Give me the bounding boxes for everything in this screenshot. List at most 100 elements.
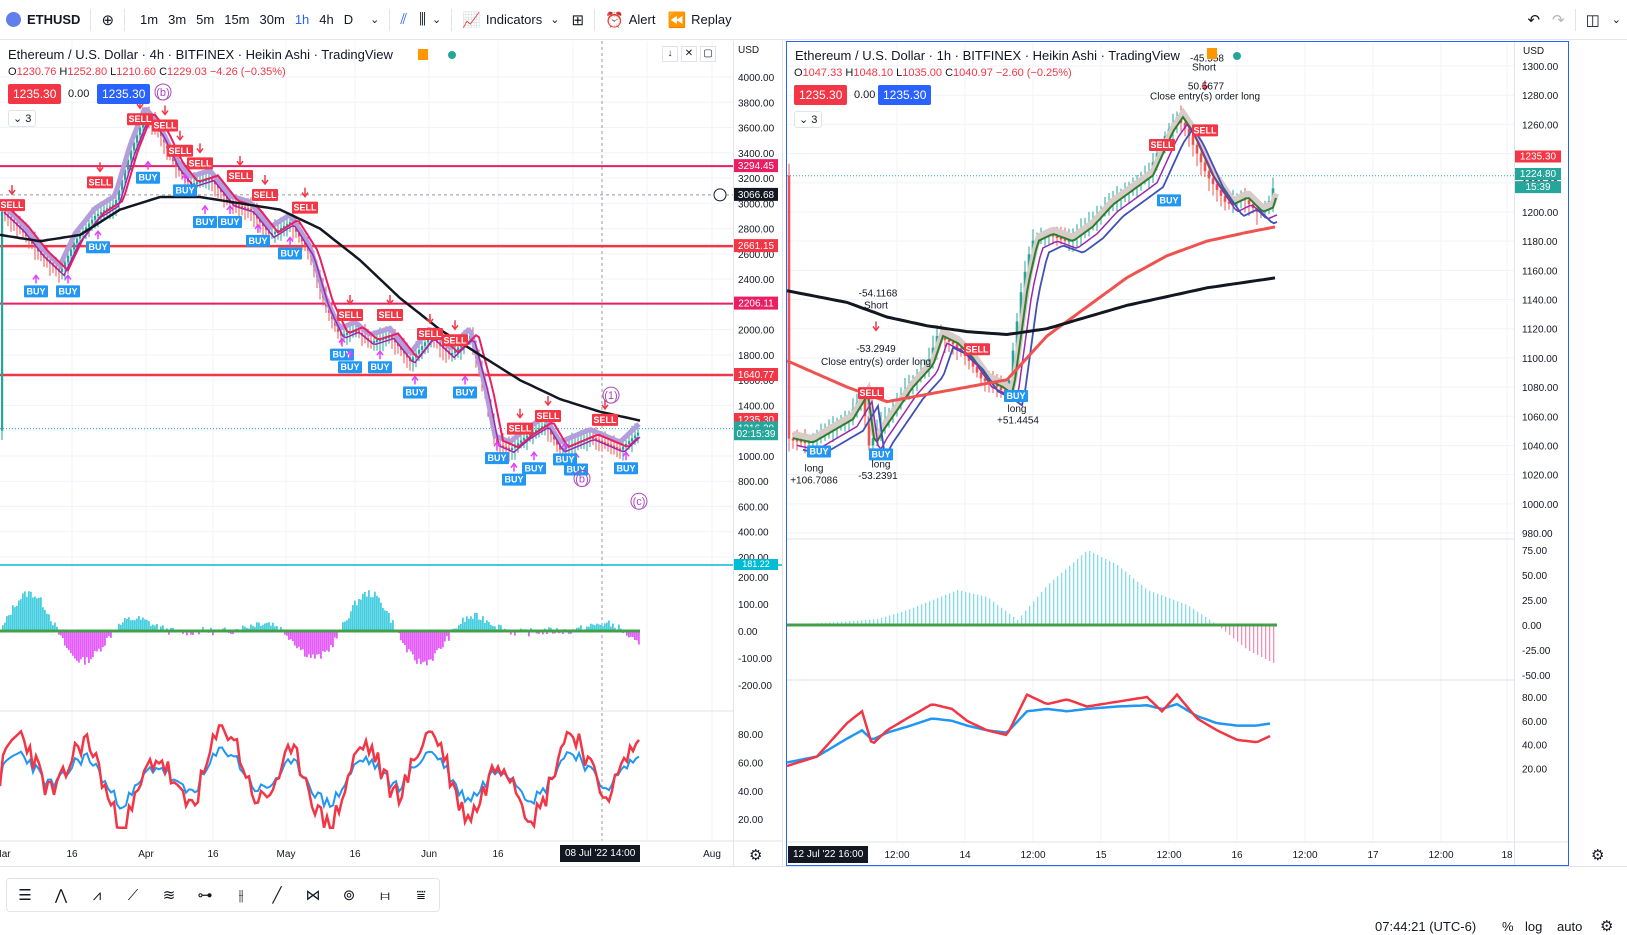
move-down-icon[interactable]: ↓	[662, 46, 678, 62]
left-osc-tick: 0.00	[738, 627, 758, 638]
timeframe-1h[interactable]: 1h	[294, 12, 310, 27]
buy-price-button[interactable]: 1235.30	[97, 84, 151, 104]
timeframe-5m[interactable]: 5m	[196, 12, 215, 27]
sell-signal-text: SELL	[253, 190, 277, 200]
right-chart[interactable]: 1300.001280.001260.001240.001220.001200.…	[786, 41, 1569, 866]
replay-button[interactable]: ⏪ Replay	[661, 0, 737, 40]
templates-button[interactable]: ⊞	[565, 0, 590, 40]
right-price-axis[interactable]	[1514, 42, 1568, 865]
left-ohlc: O1230.76 H1252.80 L1210.60 C1229.03 −4.2…	[8, 66, 286, 78]
symbol-search[interactable]: ETHUSD	[0, 0, 86, 40]
ruler-tool-icon[interactable]: ⩸	[416, 886, 426, 904]
layout-dropdown[interactable]: ⌄	[1606, 0, 1627, 40]
timeframe-D[interactable]: D	[343, 12, 354, 27]
left-candle-body	[424, 342, 427, 347]
right-candle-body	[1059, 237, 1063, 240]
left-osc-bar	[162, 625, 164, 631]
timeframe-3m[interactable]: 3m	[168, 12, 187, 27]
left-osc-bar	[32, 597, 34, 631]
collapse-icon[interactable]: ✕	[681, 46, 697, 62]
right-time-label: 14	[959, 850, 971, 861]
timeframe-4h[interactable]: 4h	[319, 12, 334, 27]
right-time-label: 12:00	[1428, 850, 1453, 861]
signal-arrow-head	[136, 103, 144, 110]
left-osc-bar	[290, 631, 292, 640]
strategy-annotation: -45.558	[1190, 54, 1224, 65]
timeframe-30m[interactable]: 30m	[259, 12, 285, 27]
alert-button[interactable]: ⏰ Alert	[599, 0, 661, 40]
right-price-tick: 980.00	[1522, 529, 1553, 540]
buy-price-button[interactable]: 1235.30	[878, 85, 932, 105]
left-candle-body	[1, 211, 4, 431]
wave-label-ring	[154, 83, 172, 101]
undo-button[interactable]: ↶	[1521, 0, 1546, 40]
redo-button[interactable]: ↷	[1546, 0, 1571, 40]
sell-price-button[interactable]: 1235.30	[794, 85, 848, 105]
settings-gear-right[interactable]: ⚙	[1591, 846, 1604, 864]
horizontal-line-tool-icon[interactable]: ⊶	[197, 887, 213, 904]
measure-tool-icon[interactable]: ⧦	[380, 886, 390, 904]
right-osc-bar	[925, 602, 927, 625]
right-chart-canvas[interactable]: 1300.001280.001260.001240.001220.001200.…	[787, 42, 1569, 866]
left-price-tick: 800.00	[738, 477, 769, 488]
left-chart-canvas[interactable]: 4000.00 3800.00 3600.00 3400.00 3200.00 3000.…	[0, 41, 783, 866]
left-level-text: 02:15:39	[737, 429, 776, 440]
left-osc-bar	[422, 631, 424, 663]
pattern-tool-icon[interactable]: ⋈	[305, 887, 321, 904]
left-time-label: 16	[207, 849, 219, 860]
right-osc-bar	[1221, 625, 1223, 629]
left-osc-bar	[426, 631, 428, 666]
trend-tool-icon[interactable]: ⟋	[127, 886, 139, 904]
cursor-tool-icon[interactable]: ☰	[18, 887, 32, 904]
left-currency-label[interactable]: USD	[738, 45, 760, 56]
right-ema-purple	[796, 123, 1278, 451]
layout-button[interactable]: ◫	[1580, 0, 1606, 40]
right-candle-body	[1023, 271, 1027, 293]
line-tool-icon[interactable]: ╱	[272, 887, 282, 904]
bars-pattern-tool-icon[interactable]: ⫲	[238, 886, 244, 904]
left-osc-bar	[72, 631, 74, 656]
timeframe-dropdown[interactable]: ⌄	[364, 0, 385, 40]
timeframe-1m[interactable]: 1m	[140, 12, 159, 27]
layers-toggle[interactable]: ⌄ 3	[794, 111, 823, 128]
maximize-icon[interactable]: ▢	[700, 46, 716, 62]
channel-tool-icon[interactable]: ≋	[162, 887, 176, 904]
right-chart-title: Ethereum / U.S. Dollar · 1h · BITFINEX ·…	[795, 48, 1180, 63]
chart-type-button[interactable]: ⫼ ⌄	[413, 0, 447, 40]
layers-toggle[interactable]: ⌄ 3	[8, 110, 37, 127]
auto-toggle[interactable]: auto	[1557, 919, 1583, 934]
left-osc-bar	[336, 631, 338, 639]
left-price-axis[interactable]	[733, 41, 782, 866]
right-currency-label[interactable]: USD	[1523, 46, 1545, 57]
settings-button[interactable]: ⚙	[1600, 917, 1613, 935]
left-osc-bar	[16, 605, 18, 631]
sell-price-button[interactable]: 1235.30	[8, 84, 62, 104]
wave-count-tool-icon[interactable]: ⩘	[92, 886, 102, 904]
left-osc-bar	[324, 631, 326, 652]
percent-toggle[interactable]: %	[1502, 919, 1514, 934]
left-chart[interactable]: 4000.00 3800.00 3600.00 3400.00 3200.00 3000.…	[0, 41, 783, 866]
left-osc-bar	[374, 591, 376, 631]
right-osc-bar	[953, 591, 955, 625]
timeframe-15m[interactable]: 15m	[224, 12, 250, 27]
status-clock[interactable]: 07:44:21 (UTC-6)	[1375, 919, 1477, 934]
bar-style-button[interactable]: ⫽	[394, 0, 413, 40]
sell-signal-label	[1149, 138, 1175, 151]
buy-signal-label	[403, 386, 427, 399]
right-osc-bar	[881, 617, 883, 625]
left-osc-bar	[304, 631, 306, 657]
settings-gear-left[interactable]: ⚙	[749, 846, 762, 864]
compare-button[interactable]: ⊕	[95, 0, 120, 40]
right-candle-body	[1199, 153, 1203, 163]
elliott-wave-tool-icon[interactable]: ⋀	[54, 887, 68, 904]
left-candle-body	[292, 222, 295, 227]
right-time-label: 16	[1231, 850, 1243, 861]
log-toggle[interactable]: log	[1525, 919, 1543, 934]
left-candle-body	[355, 330, 358, 333]
indicators-button[interactable]: 📈 Indicators ⌄	[456, 0, 565, 40]
left-price-tick: 1800.00	[738, 351, 775, 362]
sell-signal-label	[858, 387, 884, 400]
cycle-tool-icon[interactable]: ⊚	[342, 887, 356, 904]
left-osc-bar	[52, 625, 54, 631]
left-candle-body	[289, 222, 292, 225]
